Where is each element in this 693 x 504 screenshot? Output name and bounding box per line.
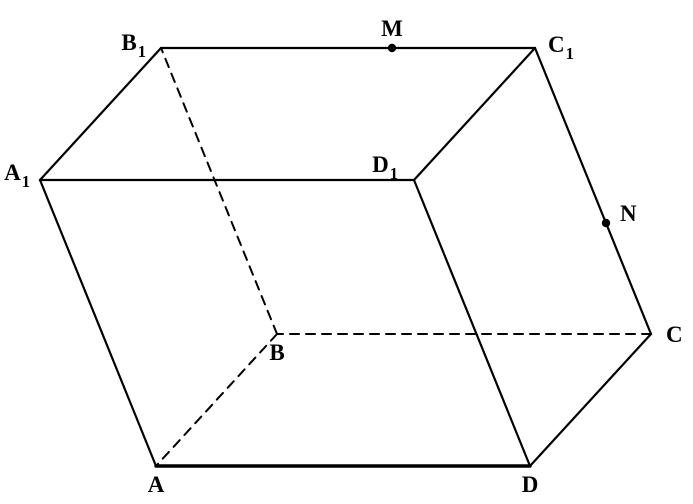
cube-diagram: ADCBA1D1C1B1MN	[0, 0, 693, 504]
label-N: N	[620, 201, 637, 226]
label-D: D	[522, 472, 539, 497]
label-M: M	[381, 16, 403, 41]
label-C: C	[666, 322, 683, 347]
label-B: B	[269, 340, 284, 365]
point-M	[388, 44, 396, 52]
label-A: A	[148, 472, 165, 497]
background	[0, 0, 693, 504]
point-N	[602, 219, 610, 227]
